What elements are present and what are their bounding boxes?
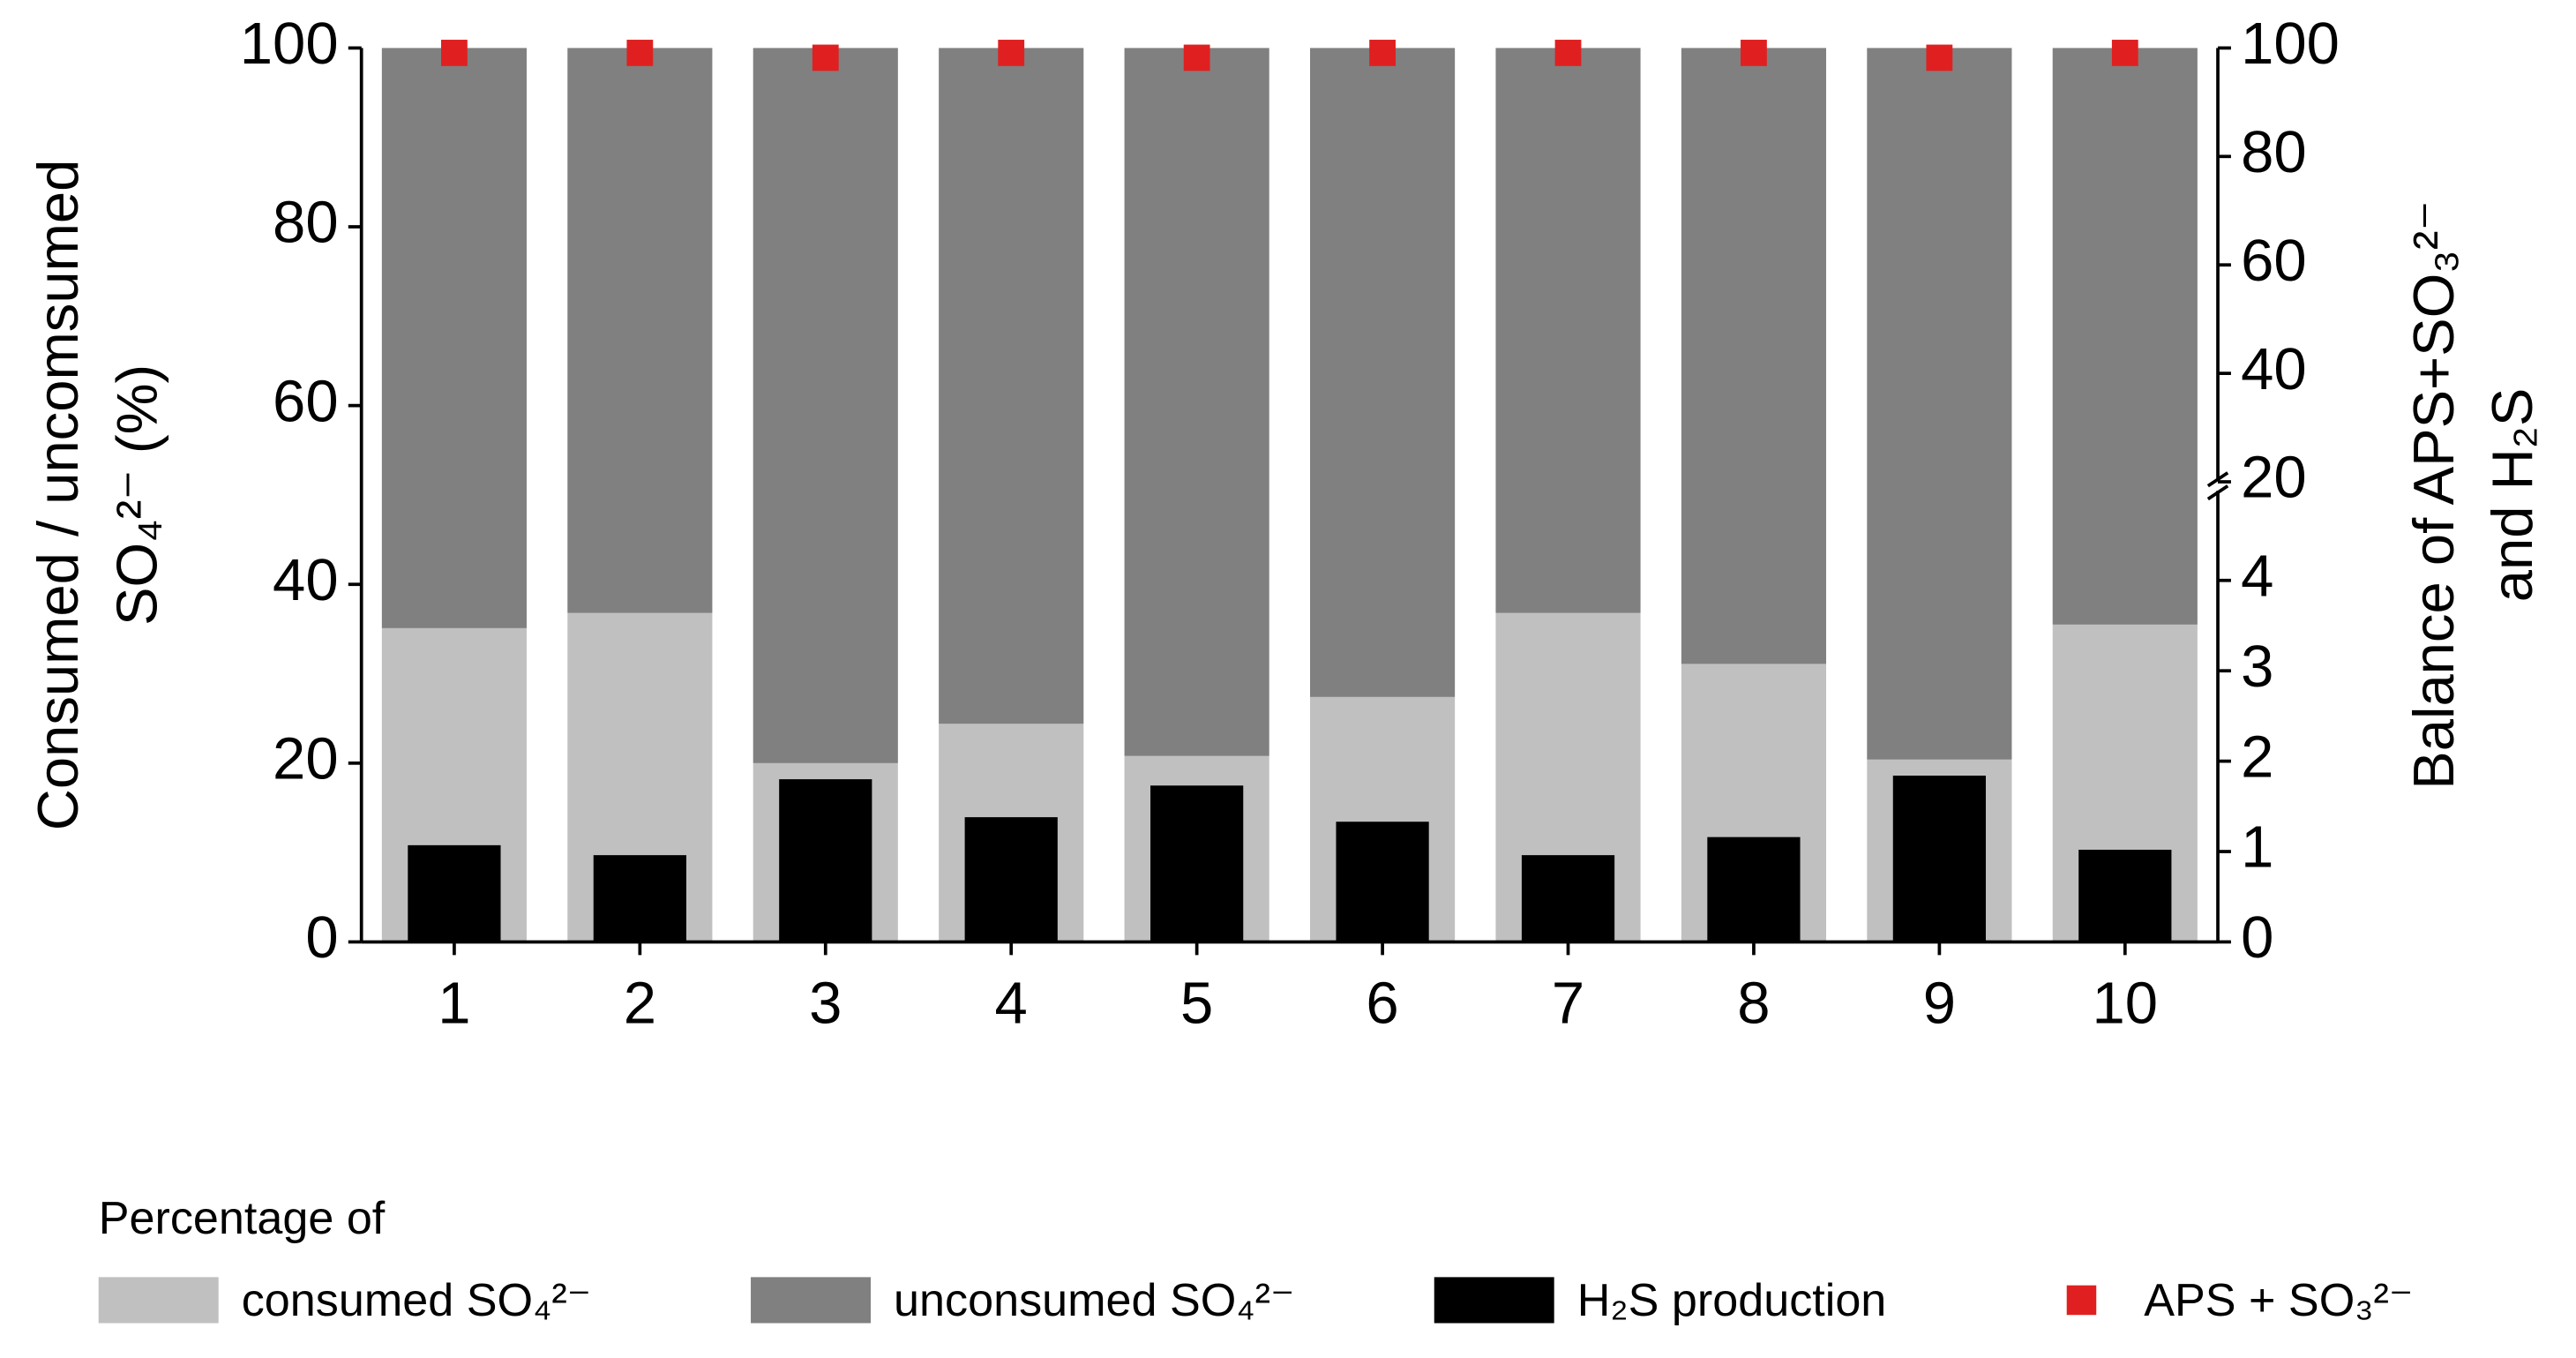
y-tick-label: 80 [273, 190, 339, 256]
x-tick-label: 5 [1180, 971, 1213, 1037]
legend-swatch [751, 1277, 871, 1324]
legend-title: Percentage of [99, 1193, 386, 1244]
marker [441, 40, 468, 66]
y-tick-label: 40 [273, 547, 339, 613]
y-tick-label: 100 [240, 11, 339, 77]
legend-label: H₂S production [1577, 1275, 1887, 1326]
x-tick-label: 6 [1366, 971, 1398, 1037]
y2-tick-label: 100 [2241, 11, 2340, 77]
bar-segment [1681, 48, 1827, 664]
y2-tick-label: 60 [2241, 228, 2307, 294]
y-tick-label: 0 [305, 904, 338, 971]
bar [1336, 822, 1429, 942]
bar [408, 844, 501, 942]
marker [998, 40, 1025, 66]
y-tick-label: 20 [273, 726, 339, 792]
marker [1554, 40, 1582, 66]
legend-label: unconsumed SO₄²⁻ [894, 1275, 1294, 1326]
marker [1369, 40, 1396, 66]
legend-marker [2066, 1285, 2097, 1316]
legend-label: APS + SO₃²⁻ [2144, 1275, 2413, 1326]
x-tick-label: 4 [995, 971, 1028, 1037]
bar-segment [1867, 48, 2012, 760]
y2-tick-label: 40 [2241, 336, 2307, 402]
bar [1150, 785, 1244, 942]
bar [964, 817, 1058, 942]
x-tick-label: 3 [809, 971, 842, 1037]
bar [2078, 849, 2172, 942]
legend-swatch [1434, 1277, 1554, 1324]
marker [1926, 44, 1953, 71]
marker [1741, 40, 1767, 66]
legend-swatch [98, 1277, 219, 1324]
bar-segment [381, 48, 527, 628]
bar-segment [1124, 48, 1269, 756]
y2-tick-label: 3 [2241, 634, 2273, 700]
bar [779, 779, 872, 942]
y2-axis-label: Balance of APS+SO₃²⁻ [2401, 200, 2466, 790]
x-tick-label: 10 [2093, 971, 2159, 1037]
y2-axis-label: and H₂S [2480, 388, 2544, 603]
y2-tick-label: 80 [2241, 119, 2307, 185]
marker [2111, 40, 2138, 66]
marker [1183, 44, 1210, 71]
marker [626, 40, 654, 66]
x-tick-label: 8 [1737, 971, 1770, 1037]
x-tick-label: 2 [624, 971, 656, 1037]
axis-break [2206, 484, 2229, 501]
bar-segment [1495, 48, 1641, 613]
x-tick-label: 9 [1923, 971, 1956, 1037]
legend-label: consumed SO₄²⁻ [242, 1275, 591, 1326]
y2-tick-label: 20 [2241, 445, 2307, 511]
bar-segment [567, 48, 713, 613]
x-tick-label: 7 [1552, 971, 1584, 1037]
bar-segment [1310, 48, 1456, 697]
bar [593, 855, 686, 942]
y2-tick-label: 4 [2241, 543, 2273, 609]
y2-tick-label: 1 [2241, 814, 2273, 881]
marker [812, 44, 839, 71]
y-axis-label: SO₄²⁻ (%) [104, 364, 168, 626]
y2-tick-label: 0 [2241, 904, 2273, 971]
y2-tick-label: 2 [2241, 724, 2273, 790]
bar [1707, 837, 1801, 942]
bar-segment [753, 48, 898, 763]
bar [1892, 776, 1986, 942]
bar [1521, 855, 1615, 942]
x-tick-label: 1 [438, 971, 470, 1037]
y-tick-label: 60 [273, 368, 339, 434]
y-axis-label: Consumed / uncomsumed [26, 160, 90, 831]
bar-segment [939, 48, 1084, 724]
axis-break [2206, 471, 2229, 488]
bar-segment [2052, 48, 2198, 625]
